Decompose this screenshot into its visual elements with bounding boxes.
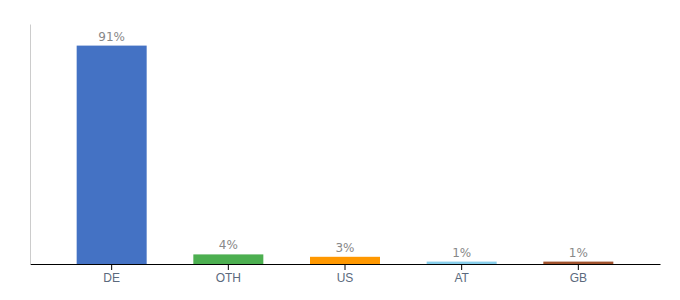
x-tick-label: DE — [103, 271, 120, 285]
data-label: 1% — [569, 246, 588, 260]
data-label: 3% — [335, 241, 354, 255]
x-tick: OTH — [216, 264, 241, 285]
data-labels: 91% 4% 3% 1% 1% — [98, 30, 588, 260]
x-tick-mark — [228, 264, 229, 270]
x-tick-label: AT — [454, 271, 469, 285]
data-label: 4% — [219, 238, 238, 252]
x-tick-mark — [461, 264, 462, 270]
x-axis: DE OTH US AT GB — [31, 264, 661, 285]
x-tick: AT — [454, 264, 469, 285]
chart: 91% 4% 3% 1% 1% DE OTH US AT GB — [0, 0, 680, 300]
x-tick-mark — [578, 264, 579, 270]
y-axis — [30, 25, 31, 265]
plot: 91% 4% 3% 1% 1% DE OTH US AT GB — [31, 25, 661, 285]
x-tick: DE — [103, 264, 120, 285]
x-tick-label: GB — [570, 271, 587, 285]
bar — [543, 262, 613, 264]
bar — [427, 262, 497, 264]
x-tick: US — [337, 264, 354, 285]
bar — [77, 46, 147, 264]
bars — [77, 46, 614, 264]
y-axis-line — [30, 25, 31, 265]
x-tick: GB — [570, 264, 587, 285]
x-tick-mark — [345, 264, 346, 270]
data-label: 91% — [98, 30, 125, 44]
bar — [310, 257, 380, 264]
x-tick-mark — [111, 264, 112, 270]
bar — [193, 254, 263, 264]
x-tick-label: OTH — [216, 271, 241, 285]
x-tick-label: US — [337, 271, 354, 285]
data-label: 1% — [452, 246, 471, 260]
